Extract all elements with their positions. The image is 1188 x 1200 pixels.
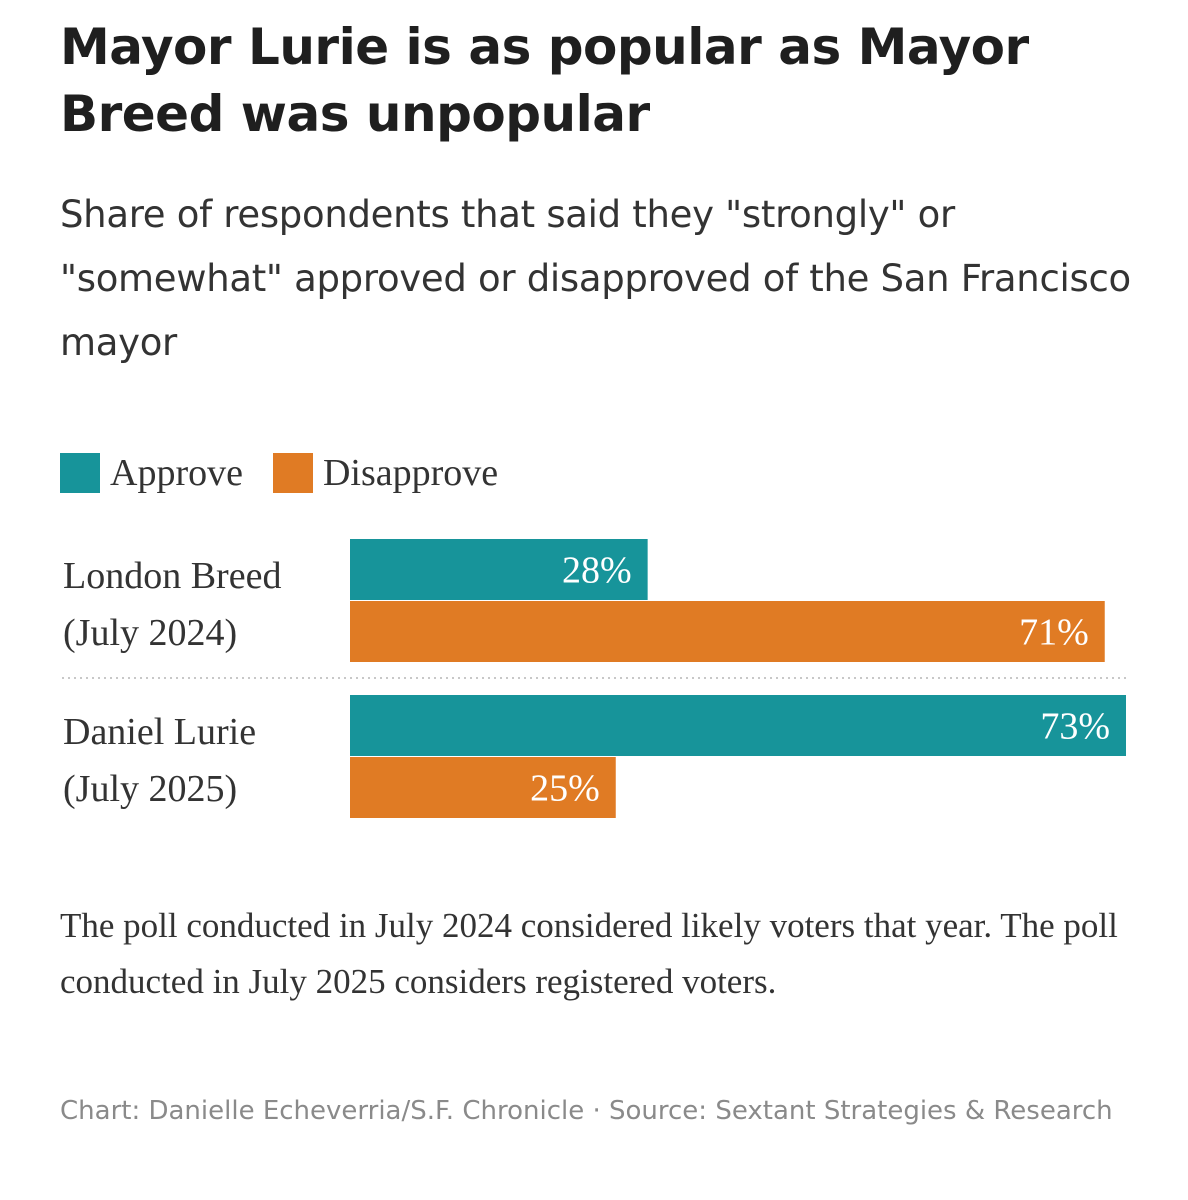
data-label-approve-1: 28% [562, 550, 632, 592]
legend: Approve Disapprove [60, 448, 528, 498]
data-label-approve-2: 73% [1040, 706, 1110, 748]
category-label-2-line1: Daniel Lurie [63, 711, 256, 753]
category-label-1-line2: (July 2024) [63, 612, 237, 654]
legend-swatch-approve [60, 453, 100, 493]
chart-credit: Chart: Danielle Echeverria/S.F. Chronicl… [60, 1096, 1113, 1126]
bar-approve-2 [350, 695, 1126, 756]
chart-note: The poll conducted in July 2024 consider… [60, 906, 1118, 1001]
data-label-disapprove-2: 25% [530, 768, 600, 810]
legend-label-approve: Approve [110, 452, 243, 494]
legend-item-disapprove: Disapprove [272, 451, 499, 495]
chart-subtitle: Share of respondents that said they "str… [60, 193, 1131, 364]
bar-disapprove-2 [350, 757, 616, 818]
chart-title: Mayor Lurie is as popular as Mayor Breed… [60, 18, 1029, 143]
legend-swatch-disapprove [272, 453, 313, 493]
legend-item-approve: Approve [60, 451, 243, 495]
bar-disapprove-1 [350, 601, 1105, 662]
bar-group-1: London Breed (July 2024) 28% 71% [63, 539, 1105, 662]
category-label-2-line2: (July 2025) [63, 768, 237, 810]
category-label-1-line1: London Breed [63, 555, 281, 597]
data-label-disapprove-1: 71% [1019, 612, 1089, 654]
bar-group-2: Daniel Lurie (July 2025) 73% 25% [63, 695, 1126, 818]
bar-approve-1 [350, 539, 648, 600]
bar-chart: London Breed (July 2024) 28% 71% Daniel Luri… [62, 539, 1126, 818]
legend-label-disapprove: Disapprove [322, 452, 499, 494]
